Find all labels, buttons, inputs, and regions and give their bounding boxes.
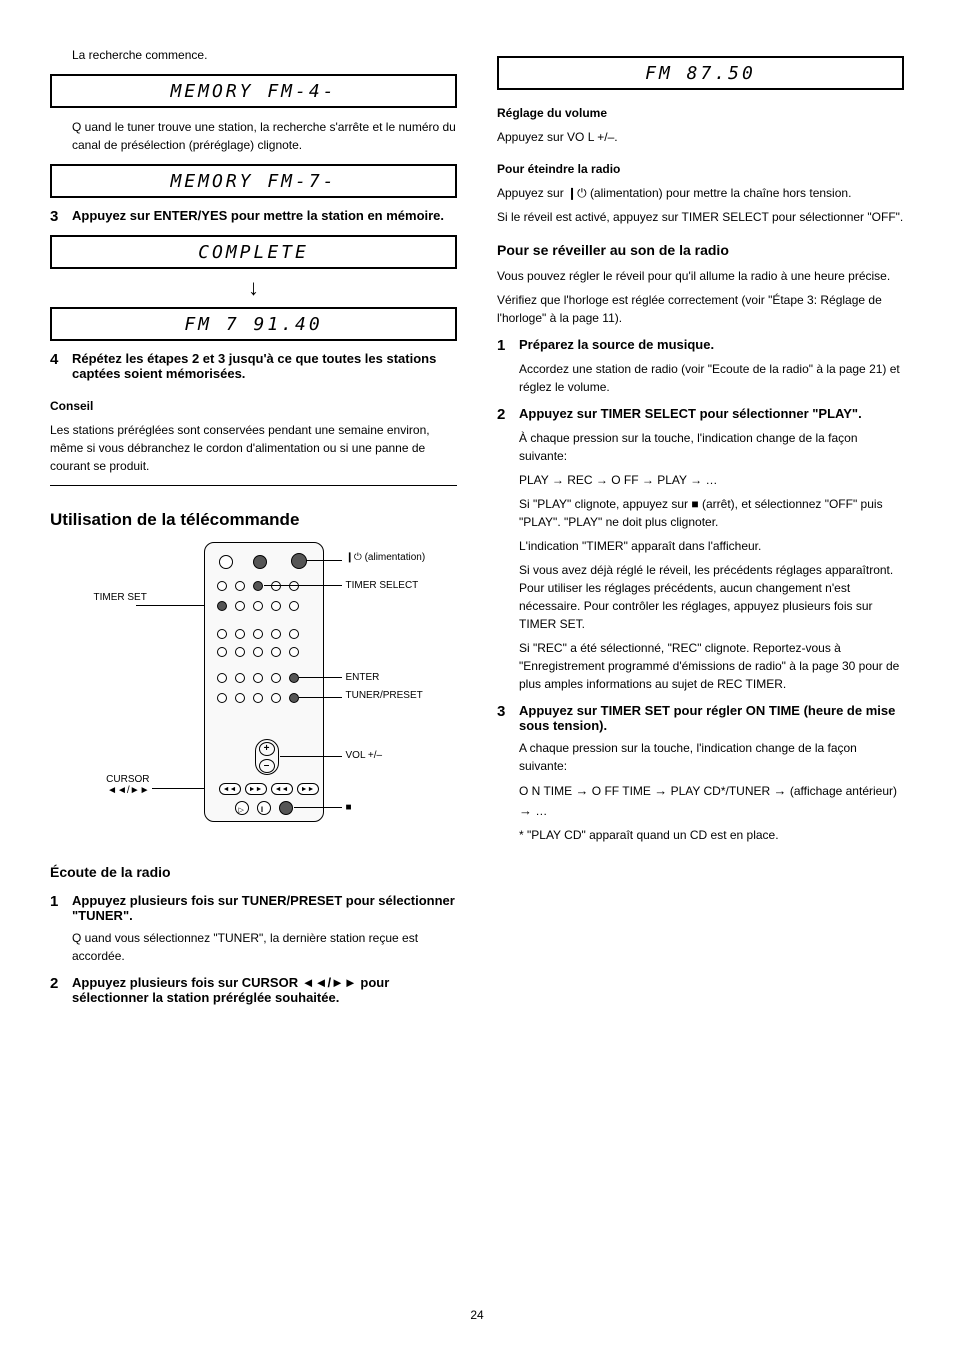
left-column: La recherche commence. MEMORY FM-4- Q ua… [50,40,457,1011]
timer-step2-p4: L'indication "TIMER" apparaît dans l'aff… [519,537,904,555]
label-stop: ■ [346,802,352,813]
down-arrow-icon: ↓ [50,277,457,299]
timer-step2-p1: À chaque pression sur la touche, l'indic… [519,429,904,465]
tip-heading: Conseil [50,397,457,415]
lcd-fm-8750: FM 87.50 [497,56,904,90]
page-number: 24 [470,1308,483,1322]
timer-step2-note: Si "REC" a été sélectionné, "REC" cligno… [519,639,904,693]
lcd-memory-fm7: MEMORY FM-7- [50,164,457,198]
lcd-memory-fm4: MEMORY FM-4- [50,74,457,108]
timer-p2: Vérifiez que l'horloge est réglée correc… [497,291,904,327]
label-power: ❙⏻ (alimentation) [346,552,426,563]
remote-diagram: + – ◄◄ ►► ◄◄ ►► ▷ ‖ [50,542,457,842]
step4-number: 4 [50,351,72,381]
step3-number: 3 [50,208,72,225]
radio-heading: Écoute de la radio [50,862,457,883]
power-icon: ❙⏻ [567,186,587,200]
timer-step2-p2: Si "PLAY" clignote, appuyez sur ■ (arrêt… [519,495,904,531]
timer-step2: 2 Appuyez sur TIMER SELECT pour sélectio… [497,406,904,423]
lcd-fm7-freq: FM 7 91.40 [50,307,457,341]
label-tuner-preset: TUNER/PRESET [346,690,416,701]
label-vol: VOL +/– [346,750,383,761]
timer-step1: 1 Préparez la source de musique. [497,337,904,354]
step-4: 4 Répétez les étapes 2 et 3 jusqu'à ce q… [50,351,457,381]
label-timer-select: TIMER SELECT [346,580,419,591]
timer-step3-note: * "PLAY CD" apparaît quand un CD est en … [519,826,904,844]
step-3: 3 Appuyez sur ENTER/YES pour mettre la s… [50,208,457,225]
timer-heading: Pour se réveiller au son de la radio [497,240,904,261]
off-heading: Pour éteindre la radio [497,160,904,178]
vol-text: Appuyez sur VO L +/–. [497,128,904,146]
timer-step3-p: A chaque pression sur la touche, l'indic… [519,739,904,775]
off-text: Appuyez sur ❙⏻ (alimentation) pour mettr… [497,184,904,202]
right-column: FM 87.50 Réglage du volume Appuyez sur V… [497,40,904,1011]
label-cursor: CURSOR◄◄/►► [94,774,150,796]
timer-p1: Vous pouvez régler le réveil pour qu'il … [497,267,904,285]
stop-icon: ■ [691,497,698,511]
timer-step2-p5: Si vous avez déjà réglé le réveil, les p… [519,561,904,633]
step4-text: Répétez les étapes 2 et 3 jusqu'à ce que… [72,351,457,381]
intro-text: La recherche commence. [72,46,457,64]
radio-step1-text: Appuyez plusieurs fois sur TUNER/PRESET … [72,893,457,923]
radio-step1: 1 Appuyez plusieurs fois sur TUNER/PRESE… [50,893,457,923]
radio-step2-num: 2 [50,975,72,1005]
label-timer-set: TIMER SET [94,592,134,603]
label-enter: ENTER [346,672,380,683]
lcd-complete: COMPLETE [50,235,457,269]
timer-step1-p: Accordez une station de radio (voir "Eco… [519,360,904,396]
timer-step3: 3 Appuyez sur TIMER SET pour régler ON T… [497,703,904,733]
section-remote-title: Utilisation de la télécommande [50,510,457,530]
timer-step2-seq: PLAY → REC → O FF → PLAY → … [519,471,904,489]
vol-heading: Réglage du volume [497,104,904,122]
radio-step1-num: 1 [50,893,72,923]
tip-text: Les stations préréglées sont conservées … [50,421,457,475]
radio-step2: 2 Appuyez plusieurs fois sur CURSOR ◄◄/►… [50,975,457,1005]
radio-step2-text: Appuyez plusieurs fois sur CURSOR ◄◄/►► … [72,975,457,1005]
power-icon: ❙⏻ [346,552,362,563]
section-divider [50,485,457,486]
radio-step1-para: Q uand vous sélectionnez "TUNER", la der… [72,929,457,965]
timer-step3-seq: O N TIME → O FF TIME → PLAY CD*/TUNER → … [519,781,904,820]
off-text2: Si le réveil est activé, appuyez sur TIM… [497,208,904,226]
after-lcd1-text: Q uand le tuner trouve une station, la r… [72,118,457,154]
step3-text: Appuyez sur ENTER/YES pour mettre la sta… [72,208,457,225]
